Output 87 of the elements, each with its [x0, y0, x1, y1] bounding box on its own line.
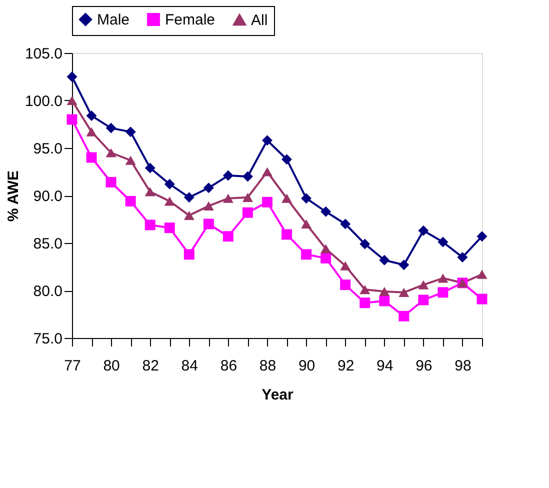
point: [125, 196, 136, 206]
y-tick-label: 75.0: [33, 330, 62, 348]
point: [203, 218, 214, 230]
legend-label: All: [251, 12, 268, 29]
point: [164, 222, 175, 234]
point: [398, 260, 410, 270]
x-tick-label: 98: [454, 358, 472, 374]
point: [438, 236, 448, 248]
point: [282, 229, 292, 240]
x-tick-label: 92: [337, 358, 354, 374]
point: [301, 219, 312, 229]
point: [86, 152, 97, 163]
point: [320, 244, 332, 254]
x-tick-label: 80: [103, 358, 120, 374]
y-tick-label: 90.0: [33, 188, 62, 205]
point: [301, 249, 312, 260]
x-tick-label: 88: [259, 358, 276, 374]
x-tick-label: 94: [376, 358, 394, 374]
point: [242, 207, 253, 218]
point: [301, 193, 312, 204]
point: [203, 182, 214, 194]
point: [340, 218, 351, 230]
point: [125, 156, 136, 165]
point: [222, 194, 234, 203]
point: [184, 210, 194, 220]
point: [203, 201, 214, 210]
y-tick-label: 80.0: [33, 283, 62, 300]
point: [320, 206, 332, 217]
point: [66, 72, 78, 82]
legend-label: Female: [165, 12, 216, 29]
point: [379, 254, 390, 266]
point: [320, 252, 332, 264]
point: [282, 154, 292, 165]
y-tick-label: 95.0: [33, 140, 62, 158]
point: [418, 225, 429, 236]
point: [360, 285, 370, 294]
point: [438, 274, 448, 283]
point: [398, 310, 410, 322]
x-tick-label: 84: [181, 358, 198, 374]
point: [379, 286, 390, 296]
point: [398, 288, 410, 297]
point: [144, 220, 156, 230]
point: [242, 192, 253, 202]
x-tick-label: 90: [298, 358, 316, 374]
point: [106, 148, 116, 158]
point: [144, 187, 156, 196]
point: [184, 192, 194, 203]
point: [262, 196, 272, 208]
point: [262, 135, 272, 146]
point: [418, 294, 429, 306]
point: [106, 122, 116, 134]
point: [106, 176, 116, 188]
point: [438, 287, 448, 298]
x-tick-label: 77: [64, 358, 81, 374]
point: [242, 171, 253, 182]
y-axis-title: % AWE: [4, 170, 22, 222]
point: [222, 231, 234, 242]
x-tick-label: 96: [416, 358, 432, 374]
point: [340, 280, 351, 290]
point: [144, 162, 156, 174]
point: [66, 96, 78, 106]
point: [164, 178, 175, 190]
x-tick-label: 86: [220, 358, 238, 374]
point: [476, 270, 488, 279]
point: [282, 194, 292, 203]
x-axis-title: Year: [262, 386, 294, 404]
point: [164, 196, 175, 206]
x-tick-label: 82: [142, 358, 159, 374]
point: [86, 110, 97, 121]
legend-label: Male: [97, 12, 130, 29]
point: [262, 167, 272, 176]
point: [184, 249, 194, 260]
point: [476, 294, 488, 304]
point: [457, 252, 468, 262]
point: [86, 127, 97, 136]
point: [340, 261, 351, 270]
point: [379, 296, 390, 306]
point: [360, 238, 370, 250]
y-tick-label: 100.0: [24, 93, 62, 110]
point: [125, 126, 136, 138]
point: [222, 170, 234, 181]
point: [418, 280, 429, 290]
y-tick-label: 105.0: [24, 46, 62, 62]
point: [476, 231, 488, 242]
point: [66, 114, 78, 125]
y-tick-label: 85.0: [33, 236, 62, 252]
point: [360, 298, 370, 308]
